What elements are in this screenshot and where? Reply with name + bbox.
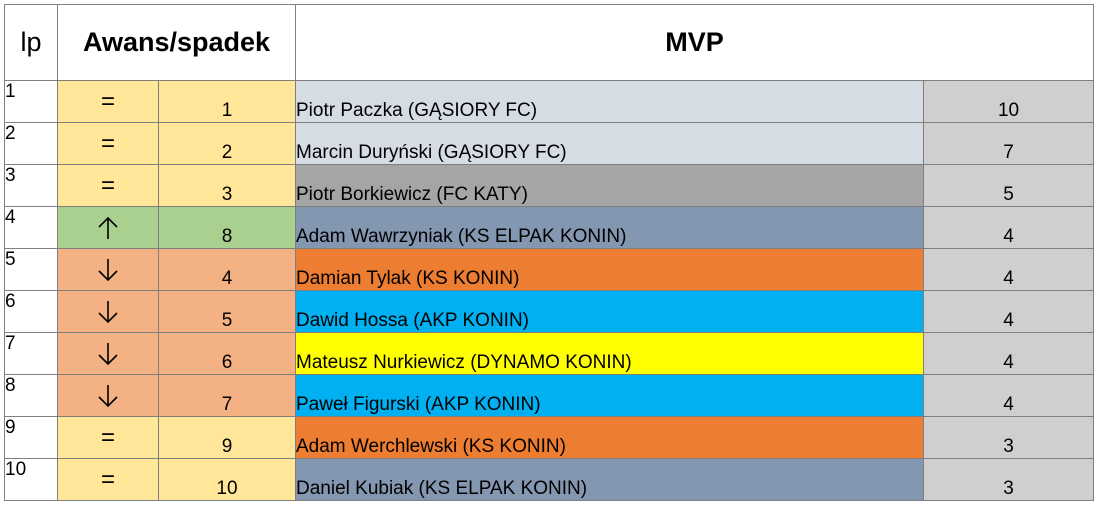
table-row: 8 7 Paweł Figurski (AKP KONIN) 4 xyxy=(4,374,1095,417)
votes-cell: 3 xyxy=(922,458,1095,501)
table-row: 3 = 3 Piotr Borkiewicz (FC KATY) 5 xyxy=(4,164,1095,207)
votes-cell: 4 xyxy=(922,290,1095,333)
player-name-cell: Adam Werchlewski (KS KONIN) xyxy=(295,416,924,459)
change-indicator-cell: = xyxy=(57,80,159,123)
rank-cell: 2 xyxy=(4,122,58,165)
previous-rank-cell: 10 xyxy=(158,458,296,501)
arrow-down-icon xyxy=(98,343,118,366)
change-indicator-cell: = xyxy=(57,458,159,501)
change-indicator-cell xyxy=(57,206,159,249)
change-indicator-cell xyxy=(57,332,159,375)
equal-sign-icon: = xyxy=(100,87,115,115)
votes-cell: 5 xyxy=(922,164,1095,207)
player-name-cell: Piotr Paczka (GĄSIORY FC) xyxy=(295,80,924,123)
rank-cell: 6 xyxy=(4,290,58,333)
change-indicator-cell: = xyxy=(57,164,159,207)
change-indicator-cell xyxy=(57,374,159,417)
rank-cell: 5 xyxy=(4,248,58,291)
header-mvp: MVP xyxy=(294,4,1095,81)
header-row: lp Awans/spadek MVP xyxy=(4,4,1095,81)
previous-rank-cell: 9 xyxy=(158,416,296,459)
player-name-cell: Dawid Hossa (AKP KONIN) xyxy=(295,290,924,333)
equal-sign-icon: = xyxy=(100,129,115,157)
previous-rank-cell: 1 xyxy=(158,80,296,123)
player-name-cell: Piotr Borkiewicz (FC KATY) xyxy=(295,164,924,207)
change-indicator-cell xyxy=(57,248,159,291)
previous-rank-cell: 8 xyxy=(158,206,296,249)
votes-cell: 4 xyxy=(922,206,1095,249)
votes-cell: 7 xyxy=(922,122,1095,165)
player-name-cell: Adam Wawrzyniak (KS ELPAK KONIN) xyxy=(295,206,924,249)
arrow-up-icon xyxy=(98,217,118,240)
previous-rank-cell: 2 xyxy=(158,122,296,165)
previous-rank-cell: 3 xyxy=(158,164,296,207)
player-name-cell: Mateusz Nurkiewicz (DYNAMO KONIN) xyxy=(295,332,924,375)
change-indicator-cell xyxy=(57,290,159,333)
rank-cell: 8 xyxy=(4,374,58,417)
previous-rank-cell: 7 xyxy=(158,374,296,417)
player-name-cell: Damian Tylak (KS KONIN) xyxy=(295,248,924,291)
table-row: 4 8 Adam Wawrzyniak (KS ELPAK KONIN) 4 xyxy=(4,206,1095,249)
table-row: 1 = 1 Piotr Paczka (GĄSIORY FC) 10 xyxy=(4,80,1095,123)
previous-rank-cell: 6 xyxy=(158,332,296,375)
header-change: Awans/spadek xyxy=(57,4,296,81)
table-row: 5 4 Damian Tylak (KS KONIN) 4 xyxy=(4,248,1095,291)
table-row: 6 5 Dawid Hossa (AKP KONIN) 4 xyxy=(4,290,1095,333)
rank-cell: 7 xyxy=(4,332,58,375)
table-row: 10 = 10 Daniel Kubiak (KS ELPAK KONIN) 3 xyxy=(4,458,1095,501)
votes-cell: 4 xyxy=(922,332,1095,375)
mvp-ranking-table: lp Awans/spadek MVP 1 = 1 Piotr Paczka (GĄS… xyxy=(4,4,1095,501)
votes-cell: 10 xyxy=(922,80,1095,123)
rank-cell: 10 xyxy=(4,458,58,501)
table-row: 7 6 Mateusz Nurkiewicz (DYNAMO KONIN) 4 xyxy=(4,332,1095,375)
arrow-down-icon xyxy=(98,385,118,408)
rank-cell: 9 xyxy=(4,416,58,459)
change-indicator-cell: = xyxy=(57,122,159,165)
arrow-down-icon xyxy=(98,259,118,282)
table-row: 2 = 2 Marcin Duryński (GĄSIORY FC) 7 xyxy=(4,122,1095,165)
votes-cell: 4 xyxy=(922,374,1095,417)
change-indicator-cell: = xyxy=(57,416,159,459)
table-row: 9 = 9 Adam Werchlewski (KS KONIN) 3 xyxy=(4,416,1095,459)
player-name-cell: Daniel Kubiak (KS ELPAK KONIN) xyxy=(295,458,924,501)
votes-cell: 4 xyxy=(922,248,1095,291)
rank-cell: 1 xyxy=(4,80,58,123)
equal-sign-icon: = xyxy=(100,465,115,493)
previous-rank-cell: 5 xyxy=(158,290,296,333)
header-lp: lp xyxy=(4,4,58,81)
player-name-cell: Paweł Figurski (AKP KONIN) xyxy=(295,374,924,417)
rank-cell: 4 xyxy=(4,206,58,249)
previous-rank-cell: 4 xyxy=(158,248,296,291)
player-name-cell: Marcin Duryński (GĄSIORY FC) xyxy=(295,122,924,165)
arrow-down-icon xyxy=(98,301,118,324)
equal-sign-icon: = xyxy=(100,171,115,199)
rank-cell: 3 xyxy=(4,164,58,207)
equal-sign-icon: = xyxy=(100,423,115,451)
votes-cell: 3 xyxy=(922,416,1095,459)
